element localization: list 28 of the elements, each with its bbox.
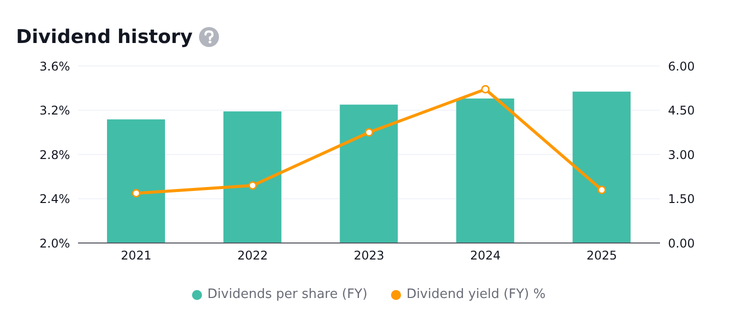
point xyxy=(481,84,490,94)
y2-tick-label: 3.00 xyxy=(668,148,695,162)
x-tick-label: 2021 xyxy=(120,248,152,263)
point xyxy=(248,181,257,190)
bar xyxy=(107,119,165,243)
y2-tick-label: 6.00 xyxy=(668,59,695,74)
bar xyxy=(223,111,282,243)
bar xyxy=(456,98,514,243)
y-tick-label: 2.4% xyxy=(40,192,70,206)
point xyxy=(364,128,374,137)
y-tick-label: 2.8% xyxy=(40,148,70,162)
y2-tick-label: 1.50 xyxy=(668,192,695,206)
y-tick-label: 3.6% xyxy=(40,59,70,74)
y2-tick-label: 0.00 xyxy=(668,236,695,250)
point xyxy=(132,188,140,198)
y-tick-label: 3.2% xyxy=(40,104,70,118)
chart-title: Dividend history xyxy=(16,26,193,48)
bar xyxy=(572,92,631,243)
x-tick-label: 2022 xyxy=(237,248,268,263)
x-tick-label: 2025 xyxy=(586,248,618,263)
legend-label: Dividend yield (FY) % xyxy=(405,287,546,302)
y-tick-label: 2.0% xyxy=(40,236,70,250)
y2-tick-label: 4.50 xyxy=(668,104,695,118)
legend-label: Dividends per share (FY) xyxy=(206,287,368,302)
bar xyxy=(340,104,398,243)
point xyxy=(598,186,606,194)
x-tick-label: 2024 xyxy=(470,248,501,263)
x-tick-label: 2023 xyxy=(354,248,384,263)
